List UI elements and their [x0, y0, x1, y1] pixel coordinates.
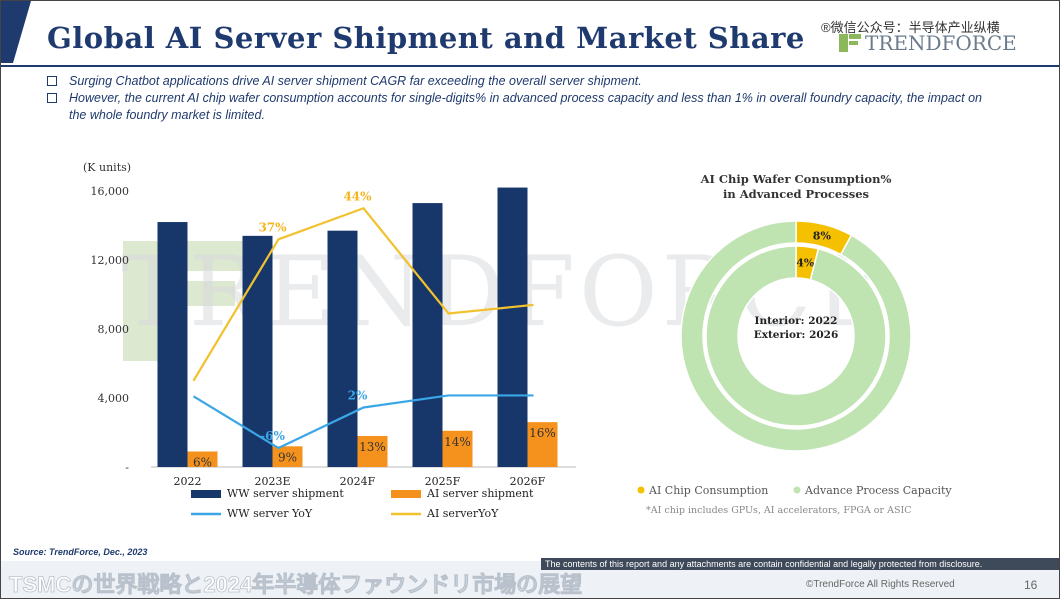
y-tick-label: 8,000 [98, 323, 130, 336]
source-note: Source: TrendForce, Dec., 2023 [13, 547, 148, 557]
ww-yoy-line [192, 394, 534, 450]
trendforce-logo: TRENDFORCE [839, 31, 1017, 55]
legend-label: AI serverYoY [426, 507, 499, 520]
page-title: Global AI Server Shipment and Market Sha… [47, 21, 805, 55]
legend-swatch [191, 490, 221, 498]
bullet-text: However, the current AI chip wafer consu… [69, 91, 982, 122]
donut-title: AI Chip Wafer Consumption% [700, 172, 892, 186]
wafer-consumption-donut-chart: AI Chip Wafer Consumption%in Advanced Pr… [637, 172, 952, 516]
ai-shipment-bar [357, 435, 388, 467]
ai-yoy-line-label: 37% [258, 220, 287, 234]
legend-label: AI Chip Consumption [648, 484, 768, 497]
legend-label: WW server shipment [227, 487, 344, 500]
checkbox-square-icon [47, 76, 57, 86]
title-rule [1, 65, 1059, 67]
confidential-notice: The contents of this report and any atta… [541, 558, 1059, 570]
ww-shipment-bar [412, 203, 443, 467]
x-tick-label: 2026F [510, 475, 546, 488]
logo-text: TRENDFORCE [865, 31, 1017, 55]
checkbox-square-icon [47, 93, 57, 103]
footer-title: TSMCの世界戦略と2024年半導体ファウンドリ市場の展望 [9, 572, 583, 598]
ww-shipment-bar [157, 222, 188, 467]
legend-label: Advance Process Capacity [804, 484, 952, 497]
slice-label: 8% [813, 229, 832, 242]
ww-shipment-bar [497, 187, 528, 468]
legend-label: AI server shipment [426, 487, 534, 500]
copyright: ©TrendForce All Rights Reserved [806, 579, 955, 590]
donut-title: in Advanced Processes [723, 187, 869, 201]
ai-share-label: 14% [444, 435, 471, 449]
trendforce-logo-icon [839, 34, 861, 52]
bullet-item: Surging Chatbot applications drive AI se… [47, 73, 997, 90]
wechat-tag: ®微信公众号：半导体产业纵横 [821, 20, 1000, 35]
exterior-ring-slice [680, 220, 912, 452]
ww-yoy-line-label: 2% [348, 388, 368, 402]
ww-yoy-line-label: -6% [260, 429, 285, 443]
legend-dot [793, 486, 801, 494]
ww-shipment-bar [327, 230, 358, 467]
slice-label: 4% [796, 257, 815, 270]
bullet-list: Surging Chatbot applications drive AI se… [47, 73, 997, 124]
x-tick-label: 2022 [174, 475, 202, 488]
ai-shipment-bar [527, 422, 558, 467]
ai-share-label: 16% [529, 426, 556, 440]
ai-shipment-bar [187, 451, 218, 467]
interior-ring-slice [705, 245, 887, 427]
page-number: 16 [1024, 578, 1038, 592]
ai-shipment-bar [272, 446, 303, 467]
ai-yoy-line [192, 206, 534, 382]
y-tick-label: 16,000 [91, 185, 130, 198]
ai-share-label: 6% [193, 455, 212, 469]
y-tick-label: 4,000 [98, 392, 130, 405]
legend-dot [637, 486, 645, 494]
x-tick-label: 2025F [425, 475, 461, 488]
ai-shipment-bar [442, 430, 473, 467]
donut-center-text: Exterior: 2026 [754, 329, 839, 341]
legend-label: WW server YoY [227, 507, 313, 520]
ai-share-label: 13% [359, 440, 386, 454]
bullet-item: However, the current AI chip wafer consu… [47, 90, 997, 124]
x-tick-label: 2024F [340, 475, 376, 488]
ai-share-label: 9% [278, 450, 297, 464]
bullet-text: Surging Chatbot applications drive AI se… [69, 74, 642, 88]
legend-swatch [391, 490, 421, 498]
y-tick-label: - [125, 461, 129, 474]
donut-center-text: Interior: 2022 [755, 315, 838, 327]
x-tick-label: 2023E [254, 475, 290, 488]
ai-yoy-line-label: 44% [343, 189, 372, 203]
donut-footnote: *AI chip includes GPUs, AI accelerators,… [646, 505, 911, 516]
corner-accent-icon [1, 1, 31, 63]
y-unit-label: (K units) [83, 161, 131, 174]
y-tick-label: 12,000 [91, 254, 130, 267]
